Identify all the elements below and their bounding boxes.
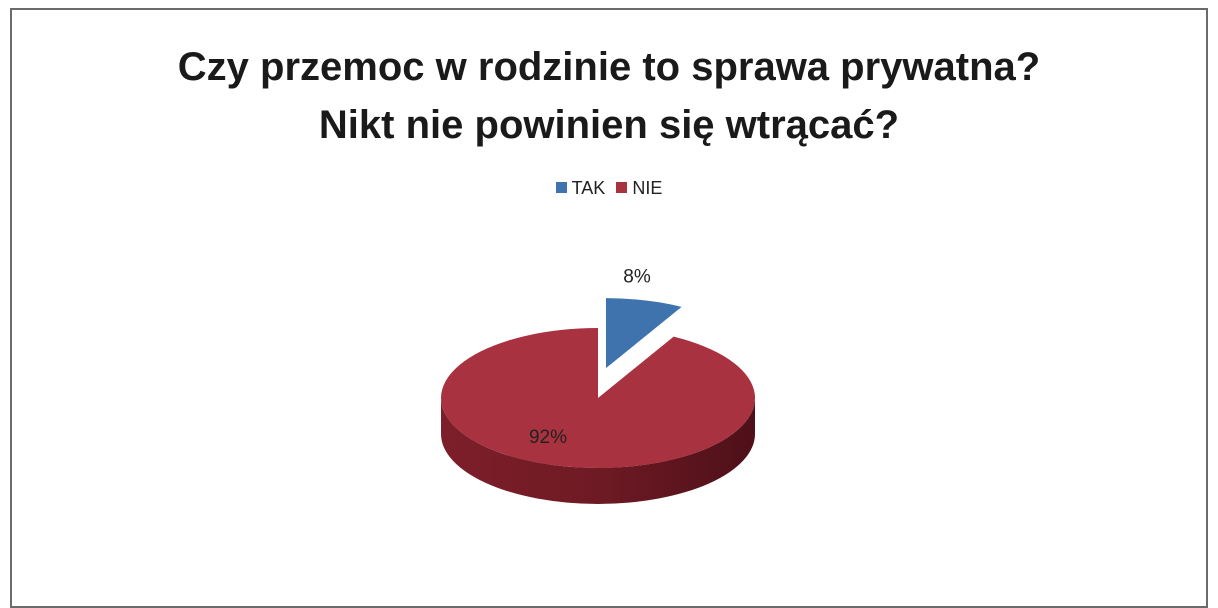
data-label-tak: 8% [623, 266, 651, 287]
legend-item-tak: TAK [555, 178, 606, 199]
legend-label-nie: NIE [632, 178, 663, 198]
pie-slice-top-tak [605, 298, 682, 369]
pie-slice-tak [605, 298, 682, 369]
data-label-nie: 92% [529, 427, 567, 448]
chart-title: Czy przemoc w rodzinie to sprawa prywatn… [0, 38, 1218, 154]
pie-slice-side-nie [441, 398, 755, 504]
legend-swatch-nie [616, 182, 628, 193]
legend-swatch-tak [555, 182, 567, 193]
chart-legend: TAK NIE [0, 178, 1218, 199]
pie-slice-nie [440, 328, 755, 504]
legend-label-tak: TAK [571, 178, 606, 198]
chart-title-line-2: Nikt nie powinien się wtrącać? [318, 103, 900, 147]
pie-slice-top-nie [440, 328, 755, 468]
pie-chart: 92% 8% [440, 266, 755, 504]
legend-item-nie: NIE [616, 178, 662, 199]
chart-title-line-1: Czy przemoc w rodzinie to sprawa prywatn… [177, 45, 1041, 89]
